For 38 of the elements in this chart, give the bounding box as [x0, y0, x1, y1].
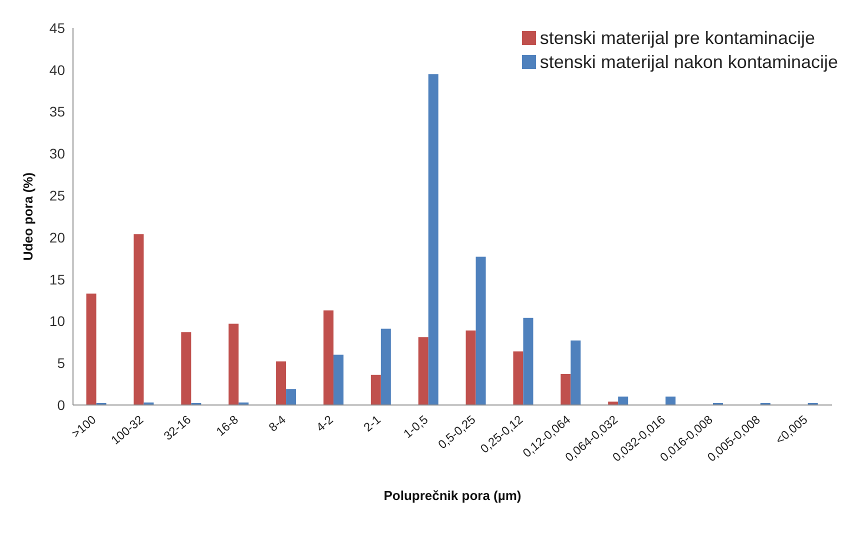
bar — [286, 389, 296, 405]
y-tick-label: 0 — [57, 396, 66, 413]
y-tick-label: 30 — [49, 146, 66, 162]
y-tick-label: 10 — [49, 313, 66, 330]
legend-label: stenski materijal nakon kontaminacije — [540, 51, 838, 74]
bar — [570, 340, 581, 405]
bar — [181, 332, 192, 405]
bar — [228, 324, 239, 405]
bar — [523, 318, 534, 405]
bar — [513, 351, 524, 405]
bar — [370, 374, 381, 405]
y-tick-label: 20 — [49, 229, 66, 246]
bar — [333, 354, 344, 405]
x-tick-label: 4-2 — [314, 412, 336, 434]
bar — [86, 294, 96, 405]
bar — [323, 310, 334, 405]
bar — [476, 256, 486, 405]
y-axis-title: Udeo pora (%) — [20, 172, 36, 261]
y-tick-label: 5 — [57, 355, 66, 372]
bar — [618, 396, 628, 405]
x-tick-label: 2-1 — [360, 412, 384, 434]
bar — [666, 396, 676, 405]
bar — [134, 234, 144, 405]
y-tick-label: 15 — [49, 271, 66, 288]
bar — [560, 374, 571, 405]
bar — [418, 337, 428, 405]
y-tick-label: 45 — [49, 20, 66, 36]
bar — [276, 361, 286, 405]
bar — [466, 330, 476, 405]
y-tick-label: 35 — [49, 104, 66, 120]
x-axis-title: Poluprečnik pora (µm) — [384, 488, 522, 503]
bar — [428, 74, 438, 405]
bar — [380, 328, 391, 405]
bar — [608, 402, 618, 405]
y-tick-label: 25 — [49, 188, 66, 204]
x-tick-label: 8-4 — [266, 412, 289, 434]
y-tick-label: 40 — [49, 62, 66, 78]
legend-label: stenski materijal pre kontaminacije — [540, 27, 815, 50]
